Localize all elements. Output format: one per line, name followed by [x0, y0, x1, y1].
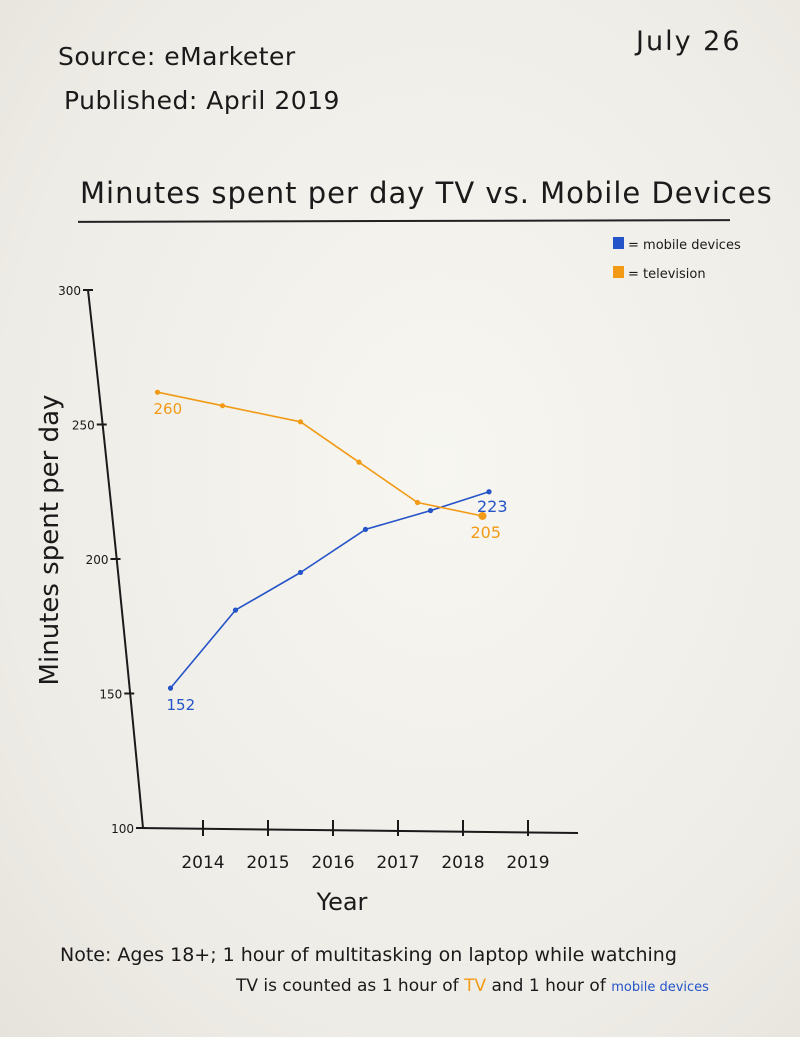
data-point: [414, 499, 421, 506]
x-axis-label: Year: [316, 888, 368, 916]
series-line-mobile-devices: [169, 491, 490, 689]
data-point: [486, 489, 492, 495]
chart-title: Minutes spent per day TV vs. Mobile Devi…: [80, 176, 773, 210]
data-point: [219, 403, 226, 409]
note-line-2-and: and 1 hour of: [486, 976, 612, 996]
data-point: [356, 459, 362, 465]
y-tick-label: 200: [86, 553, 109, 567]
data-point: [427, 507, 434, 514]
y-axis-label: Minutes spent per day: [35, 395, 65, 686]
x-axis-line: [137, 827, 579, 834]
data-point: [167, 685, 174, 691]
y-tick-label: 250: [72, 419, 95, 433]
y-tick-label: 300: [58, 284, 81, 298]
note-line-1: Note: Ages 18+; 1 hour of multitasking o…: [60, 944, 677, 966]
x-tick-label: 2018: [441, 853, 484, 873]
x-tick-label: 2017: [376, 853, 419, 873]
x-tick-label: 2015: [246, 853, 289, 873]
published-text: Published: April 2019: [64, 86, 340, 115]
note-tv-word: TV: [464, 976, 487, 996]
data-label-start: 260: [154, 400, 183, 418]
legend-swatch: [613, 266, 624, 278]
note-mobile-word: mobile devices: [611, 980, 709, 995]
chart-axes: 100 150 200 250 300 2014 2015 2016 2017 2018 2019: [58, 284, 579, 873]
y-tick-label: 100: [111, 822, 134, 836]
legend-label: = television: [628, 267, 706, 282]
data-label-end: 205: [471, 523, 502, 542]
x-tick-label: 2016: [311, 853, 354, 873]
legend-label: = mobile devices: [628, 238, 741, 253]
legend-swatch: [613, 237, 624, 249]
source-text: Source: eMarketer: [58, 42, 296, 71]
data-label-start: 152: [167, 696, 196, 714]
data-point: [297, 419, 304, 425]
y-tick-label: 150: [99, 688, 122, 702]
data-point: [154, 389, 161, 395]
chart-series: 152 223 260 205: [154, 389, 508, 714]
data-point: [297, 569, 304, 576]
date-text: July 26: [636, 26, 742, 57]
note-line-2: TV is counted as 1 hour of TV and 1 hour…: [236, 976, 709, 996]
data-point: [362, 526, 369, 533]
series-line-television: [157, 391, 483, 517]
note-line-2-prefix: TV is counted as 1 hour of: [236, 976, 465, 996]
x-tick-label: 2014: [181, 853, 224, 873]
data-point: [232, 607, 239, 613]
data-point: [478, 511, 487, 520]
chart-legend: = mobile devices = television: [613, 237, 741, 282]
data-label-end: 223: [477, 497, 508, 516]
x-tick-label: 2019: [506, 853, 549, 873]
